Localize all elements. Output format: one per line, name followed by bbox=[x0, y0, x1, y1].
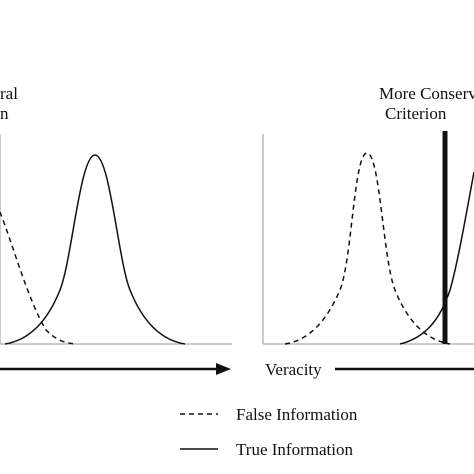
left-axis-arrowhead bbox=[216, 363, 231, 375]
left-criterion-label-line1: ral bbox=[0, 84, 18, 103]
left-false-information-curve bbox=[0, 211, 77, 345]
left-criterion-label-line2: n bbox=[0, 104, 9, 123]
legend-false-information-label: False Information bbox=[236, 405, 358, 424]
right-true-information-curve bbox=[399, 171, 474, 345]
right-false-information-curve bbox=[284, 152, 451, 345]
left-true-information-curve bbox=[4, 154, 186, 345]
legend: False Information True Information bbox=[180, 405, 358, 459]
right-criterion-label-line2: Criterion bbox=[385, 104, 447, 123]
right-panel: More Conserv Criterion Veracity bbox=[262, 84, 474, 379]
left-panel: ral n bbox=[0, 84, 232, 375]
right-axis-label: Veracity bbox=[265, 360, 322, 379]
right-criterion-label-line1: More Conserv bbox=[379, 84, 474, 103]
legend-true-information-label: True Information bbox=[236, 440, 353, 459]
